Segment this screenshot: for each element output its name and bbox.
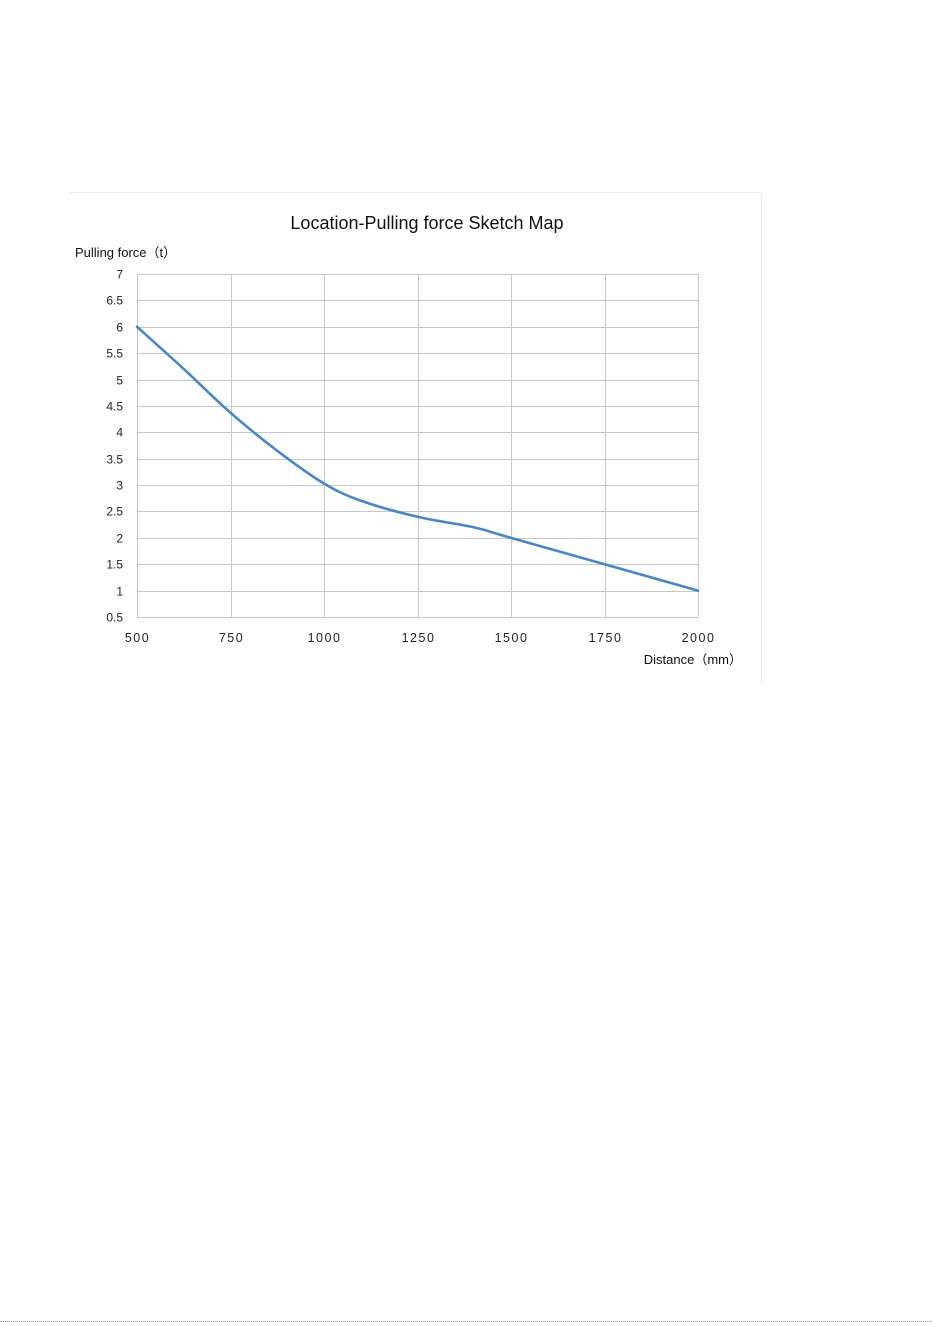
x-tick-label: 750 bbox=[219, 631, 244, 645]
y-tick-label: 5 bbox=[116, 374, 123, 388]
chart-title: Location-Pulling force Sketch Map bbox=[290, 213, 563, 233]
y-tick-label: 3.5 bbox=[106, 453, 123, 467]
page-bottom-border bbox=[0, 1321, 932, 1322]
x-axis-title: Distance（mm） bbox=[644, 652, 742, 667]
line-chart: Location-Pulling force Sketch Map Pullin… bbox=[75, 213, 742, 667]
y-tick-label: 0.5 bbox=[106, 611, 123, 625]
y-tick-label: 1 bbox=[116, 585, 123, 599]
x-tick-label: 2000 bbox=[682, 631, 716, 645]
chart-frame bbox=[70, 192, 762, 682]
x-tick-label: 500 bbox=[125, 631, 150, 645]
y-tick-label: 2.5 bbox=[106, 505, 123, 519]
y-axis-ticks: 7 6.5 6 5.5 5 4.5 4 3.5 3 2.5 2 1.5 1 0.5 bbox=[106, 268, 123, 625]
series-layer bbox=[135, 325, 700, 592]
x-tick-label: 1750 bbox=[589, 631, 623, 645]
y-tick-label: 3 bbox=[116, 479, 123, 493]
y-tick-label: 6 bbox=[116, 321, 123, 335]
y-tick-label: 7 bbox=[116, 268, 123, 282]
y-axis-title: Pulling force（t） bbox=[75, 245, 176, 260]
x-axis-ticks: 500 750 1000 1250 1500 1750 2000 bbox=[125, 631, 716, 645]
y-tick-label: 5.5 bbox=[106, 347, 123, 361]
y-tick-label: 4.5 bbox=[106, 400, 123, 414]
y-tick-label: 2 bbox=[116, 532, 123, 546]
y-tick-label: 1.5 bbox=[106, 558, 123, 572]
y-tick-label: 6.5 bbox=[106, 294, 123, 308]
x-tick-label: 1000 bbox=[308, 631, 342, 645]
x-tick-label: 1250 bbox=[402, 631, 436, 645]
x-tick-label: 1500 bbox=[495, 631, 529, 645]
y-tick-label: 4 bbox=[116, 426, 123, 440]
series-line bbox=[135, 325, 700, 592]
